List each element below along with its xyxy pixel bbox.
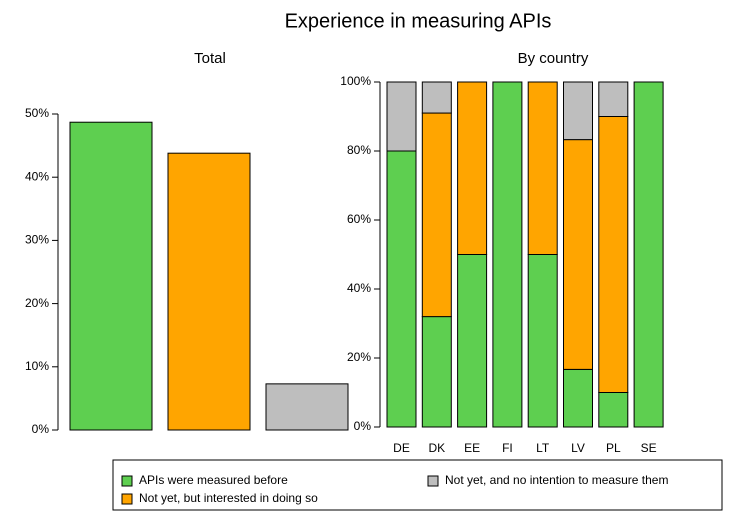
bar-segment	[527, 81, 558, 255]
subplot-title: By country	[518, 50, 589, 67]
x-tick-label: DE	[393, 441, 410, 455]
bar-segment	[598, 392, 629, 428]
y-tick-label: 100%	[340, 74, 371, 88]
y-tick-label: 60%	[347, 212, 371, 226]
bar-segment	[598, 116, 629, 393]
y-tick-label: 10%	[25, 359, 49, 373]
subplot-title: Total	[194, 50, 226, 67]
x-tick-label: PL	[606, 441, 621, 455]
bar-segment	[563, 81, 593, 141]
bar-segment	[421, 81, 452, 114]
legend-swatch	[121, 475, 133, 487]
bar-segment	[457, 81, 488, 255]
bar	[69, 121, 153, 431]
bar-segment	[386, 81, 417, 152]
bar-segment	[457, 254, 488, 428]
y-tick-label: 80%	[347, 143, 371, 157]
bar-segment	[598, 81, 629, 117]
bar-segment	[492, 81, 523, 428]
legend-label: Not yet, and no intention to measure the…	[445, 473, 668, 487]
x-tick-label: LT	[536, 441, 550, 455]
x-tick-label: FI	[502, 441, 513, 455]
bar	[265, 383, 349, 431]
y-tick-label: 0%	[354, 419, 372, 433]
y-tick-label: 40%	[347, 281, 371, 295]
bar-segment	[386, 150, 417, 428]
chart-title: Experience in measuring APIs	[285, 10, 552, 32]
bar	[167, 152, 251, 431]
y-tick-label: 20%	[25, 296, 49, 310]
bar-segment	[563, 368, 593, 428]
x-tick-label: EE	[464, 441, 480, 455]
bar-segment	[421, 316, 452, 428]
y-tick-label: 0%	[32, 422, 50, 436]
legend-swatch	[427, 475, 439, 487]
y-tick-label: 40%	[25, 169, 49, 183]
y-tick-label: 50%	[25, 106, 49, 120]
y-tick-label: 30%	[25, 233, 49, 247]
bar-segment	[527, 254, 558, 428]
x-tick-label: LV	[571, 441, 585, 455]
bar-segment	[421, 112, 452, 318]
x-tick-label: SE	[641, 441, 657, 455]
x-tick-label: DK	[428, 441, 445, 455]
y-tick-label: 20%	[347, 350, 371, 364]
legend-box	[112, 459, 723, 511]
legend-swatch	[121, 493, 133, 505]
bar-segment	[563, 139, 593, 370]
legend-label: APIs were measured before	[139, 473, 288, 487]
bar-segment	[633, 81, 664, 428]
legend-label: Not yet, but interested in doing so	[139, 491, 318, 505]
